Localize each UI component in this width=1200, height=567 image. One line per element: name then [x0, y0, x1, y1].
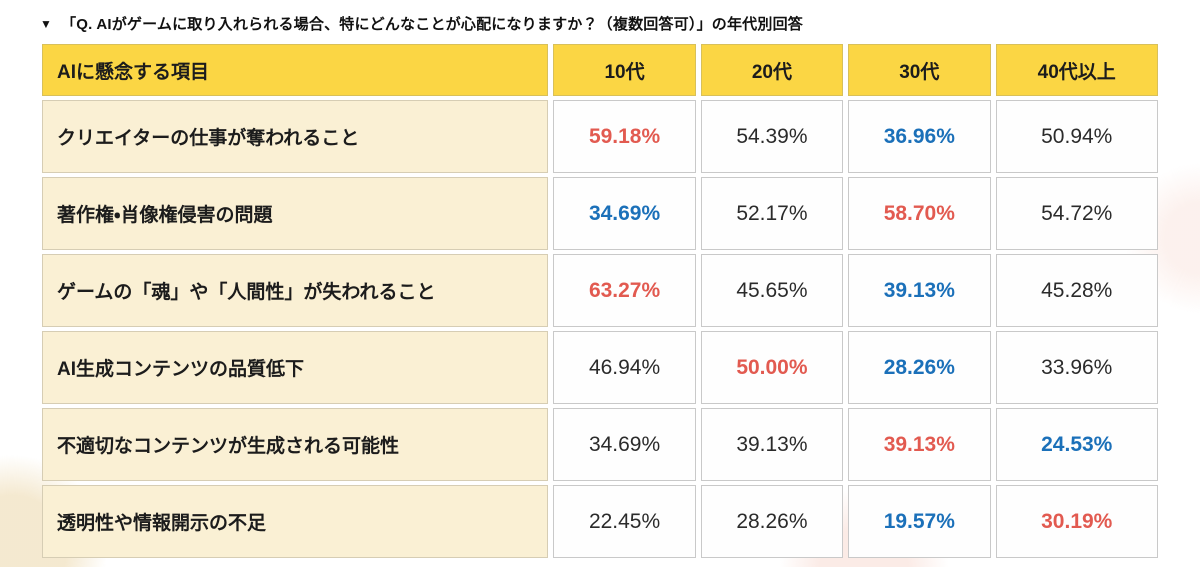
header-row: AIに懸念する項目 10代 20代 30代 40代以上 [42, 44, 1158, 96]
column-header-teens: 10代 [553, 44, 696, 96]
value-cell: 50.94% [995, 100, 1158, 173]
value-cell: 22.45% [553, 485, 696, 558]
value-cell: 52.17% [700, 177, 844, 250]
column-header-twenties: 20代 [700, 44, 844, 96]
value-cell: 39.13% [848, 254, 991, 327]
value-cell: 63.27% [553, 254, 696, 327]
value-cell: 28.26% [848, 331, 991, 404]
value-cell: 39.13% [700, 408, 844, 481]
value-cell: 39.13% [848, 408, 991, 481]
value-cell: 19.57% [848, 485, 991, 558]
value-cell: 30.19% [995, 485, 1158, 558]
value-cell: 34.69% [553, 408, 696, 481]
table-row: 不適切なコンテンツが生成される可能性 34.69% 39.13% 39.13% … [42, 408, 1158, 481]
page-title-text: 「Q. AIがゲームに取り入れられる場合、特にどんなことが心配になりますか？（複… [61, 16, 803, 33]
survey-results-table: AIに懸念する項目 10代 20代 30代 40代以上 クリエイターの仕事が奪わ… [37, 40, 1163, 562]
value-cell: 50.00% [700, 331, 844, 404]
column-header-concern-item: AIに懸念する項目 [42, 44, 549, 96]
value-cell: 59.18% [553, 100, 696, 173]
column-header-forties-plus: 40代以上 [995, 44, 1158, 96]
column-header-thirties: 30代 [848, 44, 991, 96]
row-label-cell: 不適切なコンテンツが生成される可能性 [42, 408, 549, 481]
value-cell: 33.96% [995, 331, 1158, 404]
row-label-cell: クリエイターの仕事が奪われること [42, 100, 549, 173]
table-row: 著作権・肖像権侵害の問題 34.69% 52.17% 58.70% 54.72% [42, 177, 1158, 250]
value-cell: 54.72% [995, 177, 1158, 250]
value-cell: 45.65% [700, 254, 844, 327]
triangle-marker-icon: ▼ [40, 17, 53, 31]
row-label-cell: 著作権・肖像権侵害の問題 [42, 177, 549, 250]
value-cell: 46.94% [553, 331, 696, 404]
value-cell: 24.53% [995, 408, 1158, 481]
row-label-cell: AI生成コンテンツの品質低下 [42, 331, 549, 404]
value-cell: 28.26% [700, 485, 844, 558]
value-cell: 58.70% [848, 177, 991, 250]
row-label-cell: 透明性や情報開示の不足 [42, 485, 549, 558]
table-row: AI生成コンテンツの品質低下 46.94% 50.00% 28.26% 33.9… [42, 331, 1158, 404]
value-cell: 36.96% [848, 100, 991, 173]
table-row: 透明性や情報開示の不足 22.45% 28.26% 19.57% 30.19% [42, 485, 1158, 558]
table-row: クリエイターの仕事が奪われること 59.18% 54.39% 36.96% 50… [42, 100, 1158, 173]
row-label-cell: ゲームの「魂」や「人間性」が失われること [42, 254, 549, 327]
value-cell: 54.39% [700, 100, 844, 173]
value-cell: 34.69% [553, 177, 696, 250]
page-title: ▼ 「Q. AIがゲームに取り入れられる場合、特にどんなことが心配になりますか？（… [40, 13, 1200, 34]
table-row: ゲームの「魂」や「人間性」が失われること 63.27% 45.65% 39.13… [42, 254, 1158, 327]
value-cell: 45.28% [995, 254, 1158, 327]
